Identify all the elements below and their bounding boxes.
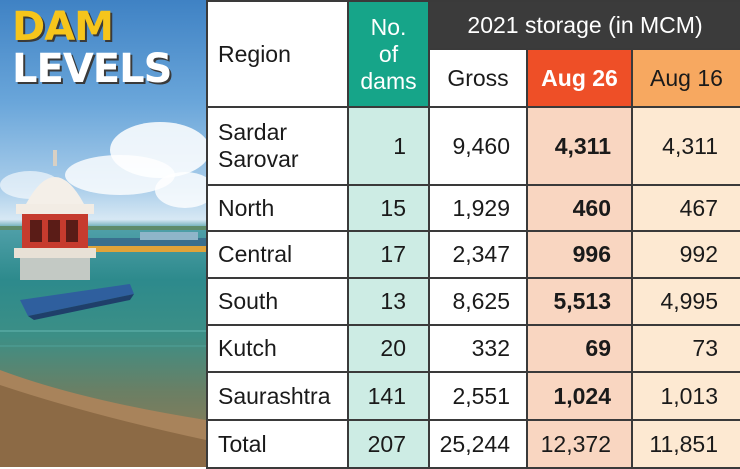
aug26-cell: 1,024 — [526, 371, 633, 421]
header-dams-line1: No. — [370, 13, 407, 40]
aug26-cell: 5,513 — [526, 277, 633, 326]
title-dam: DAM — [12, 4, 114, 50]
table-row: Saurashtra 141 2,551 1,024 1,013 — [206, 371, 740, 421]
dams-cell: 17 — [347, 230, 430, 279]
region-line1: Sardar — [218, 119, 288, 145]
table-row: South 13 8,625 5,513 4,995 — [206, 277, 740, 326]
aug16-cell: 4,311 — [630, 106, 740, 186]
title-levels: LEVELS — [12, 46, 172, 92]
gross-cell: 2,551 — [428, 371, 528, 421]
total-aug26-cell: 12,372 — [526, 419, 633, 469]
aug16-cell: 1,013 — [630, 371, 740, 421]
title-block: DAM LEVELS — [12, 4, 172, 92]
aug16-cell: 4,995 — [630, 277, 740, 326]
header-region: Region — [206, 0, 349, 108]
dams-cell: 20 — [347, 324, 430, 373]
region-cell: Kutch — [206, 324, 349, 373]
header-dams-line2: of — [378, 40, 399, 67]
gross-cell: 1,929 — [428, 184, 528, 232]
total-dams-cell: 207 — [347, 419, 430, 469]
total-region-cell: Total — [206, 419, 349, 469]
table-row: Sardar Sarovar 1 9,460 4,311 4,311 — [206, 106, 740, 186]
total-aug16-cell: 11,851 — [630, 419, 740, 469]
header-row-1: Region No. of dams 2021 storage (in MCM) — [206, 0, 740, 108]
dams-cell: 141 — [347, 371, 430, 421]
header-gross: Gross — [428, 48, 528, 108]
aug26-cell: 4,311 — [526, 106, 633, 186]
dam-scene-illustration — [0, 122, 206, 467]
gross-cell: 8,625 — [428, 277, 528, 326]
region-cell: Central — [206, 230, 349, 279]
header-storage: 2021 storage (in MCM) — [427, 0, 740, 50]
region-line2: Sarovar — [218, 146, 299, 172]
gross-cell: 2,347 — [428, 230, 528, 279]
header-no-of-dams: No. of dams — [347, 0, 430, 108]
dam-photo: DAM LEVELS — [0, 0, 206, 467]
region-cell: North — [206, 184, 349, 232]
dam-levels-table: Region No. of dams 2021 storage (in MCM)… — [206, 0, 740, 469]
header-aug26: Aug 26 — [526, 48, 633, 108]
region-cell: Saurashtra — [206, 371, 349, 421]
dams-cell: 15 — [347, 184, 430, 232]
dams-cell: 13 — [347, 277, 430, 326]
aug16-cell: 73 — [630, 324, 740, 373]
aug16-cell: 992 — [630, 230, 740, 279]
aug26-cell: 460 — [526, 184, 633, 232]
header-aug16: Aug 16 — [630, 48, 740, 108]
table-row: Kutch 20 332 69 73 — [206, 324, 740, 373]
header-dams-line3: dams — [360, 67, 417, 94]
gross-cell: 9,460 — [428, 106, 528, 186]
total-gross-cell: 25,244 — [428, 419, 528, 469]
region-cell: Sardar Sarovar — [206, 106, 349, 186]
dams-cell: 1 — [347, 106, 430, 186]
header-row-2: Gross Aug 26 Aug 16 — [207, 48, 740, 108]
region-cell: South — [206, 277, 349, 326]
aug16-cell: 467 — [630, 184, 740, 232]
table-row: Central 17 2,347 996 992 — [206, 230, 740, 279]
gross-cell: 332 — [428, 324, 528, 373]
aug26-cell: 996 — [526, 230, 633, 279]
total-row: Total 207 25,244 12,372 11,851 — [206, 419, 740, 469]
table-row: North 15 1,929 460 467 — [206, 184, 740, 232]
aug26-cell: 69 — [526, 324, 633, 373]
